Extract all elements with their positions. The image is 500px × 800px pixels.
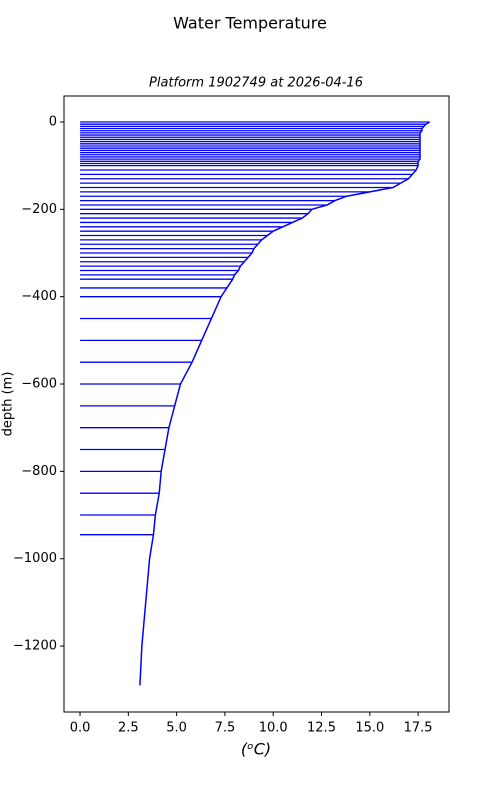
y-tick-label: −800 — [21, 464, 57, 479]
y-axis-label: depth (m) — [1, 372, 16, 437]
x-tick-label: 12.5 — [307, 721, 336, 736]
x-tick-label: 5.0 — [166, 721, 187, 736]
y-tick-label: −200 — [21, 202, 57, 217]
axes-frame — [63, 95, 450, 713]
temperature-profile — [139, 121, 431, 686]
y-tick-label: −1200 — [13, 639, 57, 654]
y-tick-label: −600 — [21, 377, 57, 392]
y-tick-label: −1000 — [13, 551, 57, 566]
x-axis-label: (ᵒC) — [241, 740, 271, 759]
x-tick-label: 10.0 — [259, 721, 288, 736]
x-tick-label: 7.5 — [215, 721, 236, 736]
x-tick-label: 17.5 — [404, 721, 433, 736]
suptitle: Water Temperature — [173, 14, 327, 33]
x-tick-label: 15.0 — [355, 721, 384, 736]
x-tick-label: 2.5 — [118, 721, 139, 736]
y-tick-label: 0 — [49, 114, 57, 129]
chart-title: Platform 1902749 at 2026-04-16 — [149, 76, 363, 91]
x-tick-label: 0.0 — [70, 721, 91, 736]
y-tick-label: −400 — [21, 289, 57, 304]
